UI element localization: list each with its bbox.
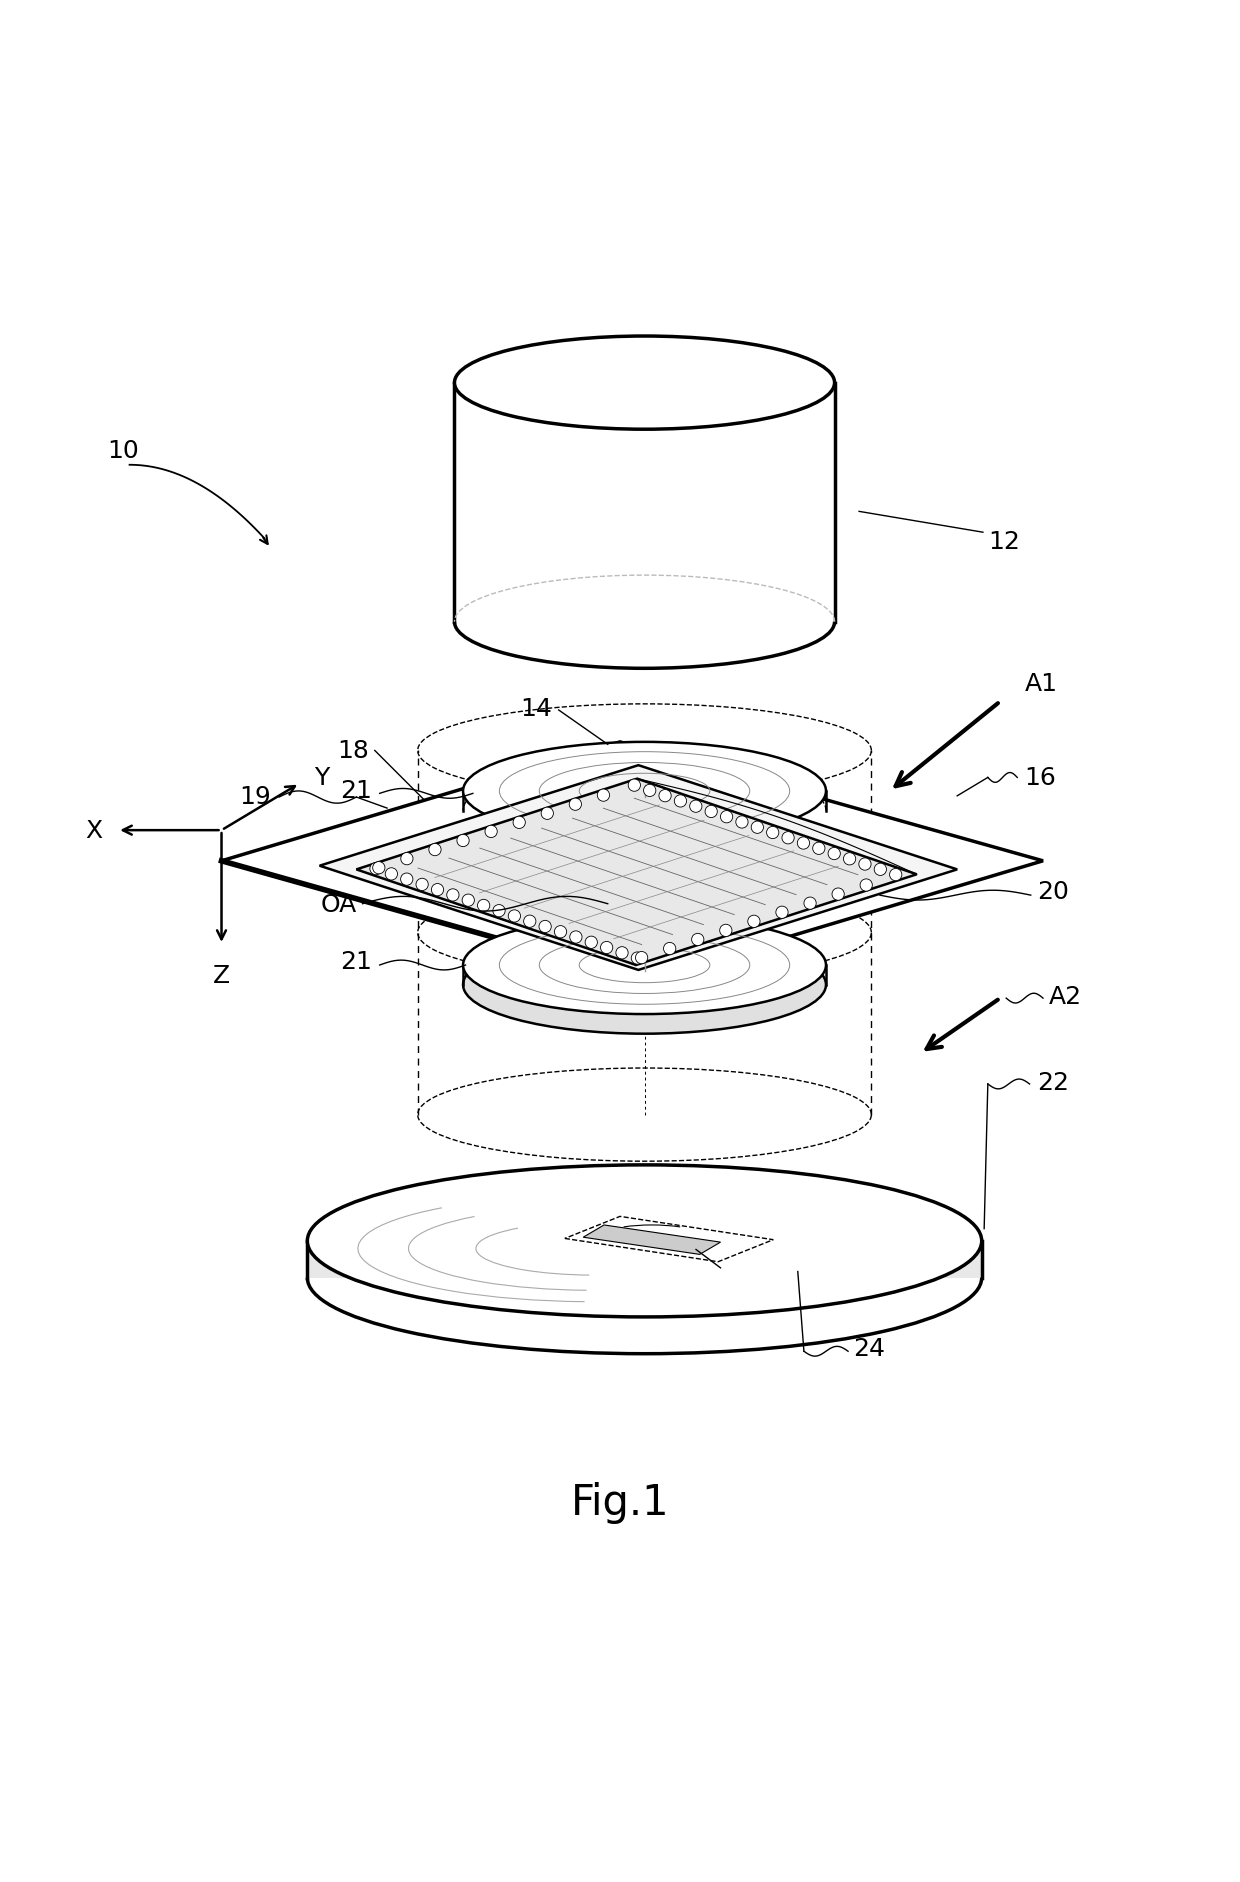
Circle shape: [832, 888, 844, 901]
Circle shape: [616, 947, 629, 960]
Ellipse shape: [463, 917, 826, 1014]
Circle shape: [631, 952, 644, 965]
Text: 20: 20: [1037, 881, 1069, 903]
Polygon shape: [356, 779, 916, 965]
Circle shape: [706, 805, 717, 819]
Ellipse shape: [308, 1165, 982, 1317]
Circle shape: [569, 798, 582, 811]
Text: 18': 18': [724, 1265, 759, 1284]
Circle shape: [782, 832, 794, 845]
Text: 21: 21: [341, 950, 372, 973]
Text: 18: 18: [337, 740, 368, 762]
Circle shape: [554, 926, 567, 939]
Circle shape: [629, 779, 640, 792]
Circle shape: [541, 807, 553, 821]
Circle shape: [373, 862, 384, 875]
Circle shape: [663, 943, 676, 956]
Circle shape: [719, 924, 732, 937]
Circle shape: [812, 843, 825, 854]
Circle shape: [751, 822, 764, 834]
Polygon shape: [455, 384, 835, 623]
Text: A2: A2: [1049, 984, 1083, 1009]
Circle shape: [658, 790, 671, 802]
Circle shape: [539, 920, 552, 933]
Text: 19: 19: [239, 785, 270, 809]
Circle shape: [569, 932, 582, 943]
Circle shape: [585, 937, 598, 949]
Text: OA: OA: [320, 892, 356, 917]
Text: Y: Y: [315, 766, 330, 790]
Ellipse shape: [463, 935, 826, 1033]
Circle shape: [598, 790, 610, 802]
Circle shape: [386, 868, 398, 881]
Circle shape: [776, 907, 789, 918]
Circle shape: [874, 864, 887, 875]
Circle shape: [429, 843, 441, 856]
Circle shape: [692, 933, 704, 947]
Circle shape: [735, 817, 748, 828]
Circle shape: [766, 826, 779, 839]
Polygon shape: [308, 1242, 982, 1278]
Ellipse shape: [463, 762, 826, 860]
Polygon shape: [320, 766, 957, 971]
Circle shape: [513, 817, 526, 830]
Circle shape: [675, 796, 687, 807]
Polygon shape: [583, 1225, 720, 1255]
Circle shape: [804, 898, 816, 909]
Circle shape: [859, 858, 870, 871]
Circle shape: [492, 905, 505, 917]
Circle shape: [370, 864, 382, 875]
Circle shape: [523, 917, 536, 928]
Circle shape: [477, 900, 490, 913]
Circle shape: [635, 952, 647, 964]
Text: Z: Z: [213, 964, 231, 988]
Circle shape: [828, 849, 841, 860]
Circle shape: [748, 917, 760, 928]
Text: 21: 21: [341, 779, 372, 802]
Text: 22: 22: [1037, 1071, 1069, 1093]
Text: X: X: [86, 819, 103, 843]
Circle shape: [463, 894, 475, 907]
Circle shape: [415, 879, 428, 890]
Circle shape: [456, 836, 469, 847]
Polygon shape: [222, 743, 1043, 981]
Circle shape: [485, 826, 497, 837]
Circle shape: [644, 785, 656, 798]
Circle shape: [689, 800, 702, 813]
Ellipse shape: [455, 337, 835, 429]
Circle shape: [797, 837, 810, 849]
Ellipse shape: [463, 743, 826, 841]
Text: A1: A1: [1024, 672, 1058, 696]
Circle shape: [861, 879, 873, 892]
Circle shape: [401, 873, 413, 886]
Circle shape: [432, 885, 444, 896]
Text: 16: 16: [1024, 766, 1056, 790]
Text: 24: 24: [853, 1336, 885, 1361]
Circle shape: [720, 811, 733, 824]
Circle shape: [401, 853, 413, 866]
Text: 10: 10: [108, 439, 139, 463]
Circle shape: [889, 869, 901, 881]
Text: 14: 14: [521, 696, 553, 721]
Circle shape: [600, 941, 613, 954]
Text: Fig.1: Fig.1: [570, 1481, 670, 1523]
Circle shape: [843, 853, 856, 866]
Circle shape: [446, 890, 459, 901]
Text: 12: 12: [988, 529, 1019, 553]
Circle shape: [508, 911, 521, 922]
